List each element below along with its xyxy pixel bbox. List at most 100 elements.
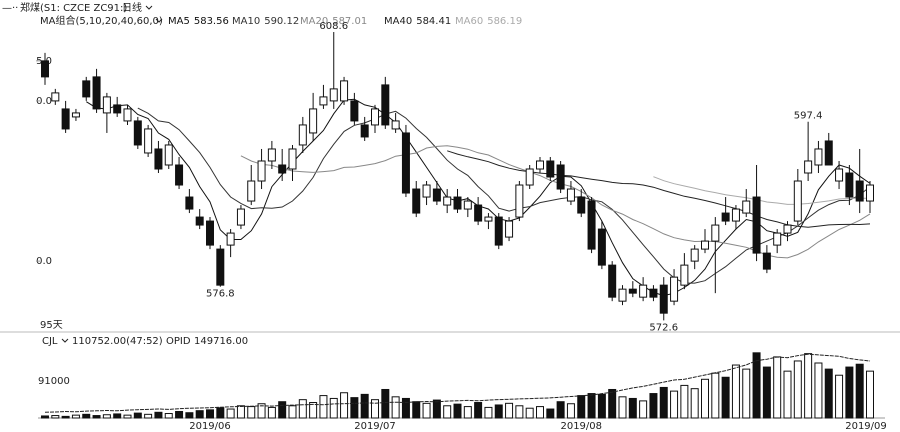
volume-bar — [391, 396, 400, 419]
volume-bar — [82, 413, 91, 419]
ma-item: MA40 584.41 — [384, 16, 451, 27]
volume-bar — [525, 407, 534, 419]
volume-bar — [267, 406, 276, 419]
volume-bar — [494, 404, 503, 419]
y-tick-label: 600.0 — [23, 96, 52, 107]
volume-bar — [175, 410, 184, 419]
extreme-label: 572.6 — [649, 322, 678, 333]
candle-body — [41, 60, 49, 78]
volume-bar — [835, 374, 844, 419]
ma-line — [653, 176, 871, 205]
header-icon: —·· — [2, 3, 18, 14]
dropdown-chevron[interactable] — [145, 5, 153, 10]
candle-body — [391, 120, 400, 130]
candle-body — [381, 84, 390, 126]
volume-bar — [360, 393, 369, 419]
candle-body — [288, 148, 297, 170]
oi-name: OPID — [166, 336, 191, 347]
candle-body — [546, 160, 555, 178]
volume-bar — [680, 384, 689, 419]
ma-item: MA60 586.19 — [455, 16, 522, 27]
ma-item: MA5 583.56 — [168, 16, 229, 27]
candle-body — [257, 160, 266, 182]
volume-bar — [236, 405, 245, 419]
dropdown-chevron[interactable] — [155, 18, 163, 23]
candle-body — [422, 184, 431, 198]
candle-body — [793, 180, 802, 222]
volume-bar — [298, 399, 307, 419]
volume-bar — [556, 401, 565, 419]
volume-bar — [628, 397, 637, 419]
candle-body — [494, 216, 503, 246]
dropdown-chevron[interactable] — [61, 338, 69, 343]
volume-bar — [432, 399, 441, 419]
x-tick-label: 2019/07 — [354, 421, 396, 432]
volume-title[interactable]: CJL — [42, 336, 58, 347]
volume-bar — [608, 388, 617, 419]
volume-bar — [278, 401, 287, 419]
volume-bar — [639, 400, 648, 419]
volume-bar — [463, 406, 472, 419]
volume-bar — [783, 370, 792, 419]
candle-body — [371, 108, 379, 126]
candle-body — [236, 208, 245, 226]
volume-bar — [401, 397, 410, 419]
volume-bar — [257, 403, 266, 419]
x-tick-label: 2019/09 — [845, 421, 887, 432]
candle-body — [216, 248, 225, 286]
candle-body — [855, 180, 864, 202]
candle-body — [783, 224, 792, 234]
y-tick-label: 580.0 — [23, 256, 52, 267]
ma-value: 586.19 — [487, 16, 522, 27]
candle-body — [670, 276, 679, 302]
volume-bar — [762, 366, 771, 419]
volume-bar — [484, 406, 493, 419]
candle-body — [226, 232, 235, 246]
volume-bar — [773, 356, 782, 419]
ma-name: MA10 — [232, 16, 260, 27]
period[interactable]: 日线 — [122, 1, 142, 14]
days-label: 95天 — [40, 320, 63, 331]
candle-body — [453, 196, 462, 210]
candle-body — [113, 104, 122, 114]
volume-bar — [144, 413, 153, 419]
candle-body — [154, 148, 163, 170]
candle-body — [432, 188, 441, 202]
ma-item: MA20 587.01 — [300, 16, 367, 27]
candle-body — [762, 252, 771, 270]
volume-bar — [164, 413, 173, 419]
volume-bar — [618, 396, 627, 419]
volume-bar — [381, 388, 390, 419]
volume-bar — [711, 372, 720, 419]
volume-bar — [412, 401, 421, 419]
candle-body — [474, 204, 483, 222]
x-tick-label: 2019/06 — [189, 421, 231, 432]
candle-body — [690, 248, 699, 262]
candle-body — [536, 160, 544, 170]
candle-body — [525, 168, 534, 186]
volume-bar — [226, 408, 235, 419]
candle-body — [701, 240, 709, 250]
ma-legend[interactable]: MA组合(5,10,20,40,60,0) — [40, 14, 163, 27]
candle-body — [412, 188, 421, 214]
volume-bar — [670, 390, 679, 419]
candle-body — [340, 80, 349, 102]
volume-bar — [247, 406, 256, 419]
candle-body — [309, 108, 318, 134]
volume-bar — [102, 414, 111, 419]
volume-bar — [350, 397, 359, 419]
ma-line — [447, 150, 871, 228]
volume-bar — [443, 405, 452, 419]
candle-body — [82, 80, 91, 98]
candle-body — [267, 148, 276, 162]
volume-bar — [597, 393, 606, 419]
ma-value: 584.41 — [416, 16, 451, 27]
candle-body — [814, 148, 823, 166]
ma-item: MA10 590.12 — [232, 16, 299, 27]
candle-body — [92, 76, 101, 110]
candle-body — [319, 96, 328, 106]
candle-body — [350, 100, 359, 122]
candle-body — [443, 196, 452, 206]
candle-body — [360, 124, 369, 138]
volume-bar — [804, 353, 813, 419]
